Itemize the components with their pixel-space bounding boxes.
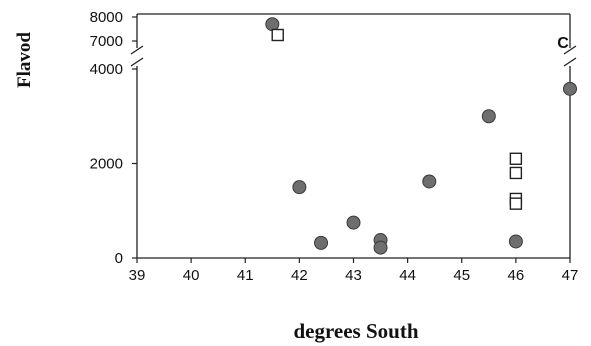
data-point-square [509, 197, 523, 210]
x-tick-label: 45 [453, 267, 470, 284]
data-point-circle [314, 235, 329, 250]
right-axis-break-mark [563, 45, 577, 55]
x-tick-label: 44 [399, 267, 416, 284]
axes [130, 13, 577, 259]
data-points [265, 17, 577, 255]
data-point-circle [563, 81, 577, 96]
x-tick-label: 46 [508, 267, 525, 284]
data-point-circle [292, 180, 307, 195]
data-point-circle [481, 109, 496, 124]
x-tick-label: 47 [562, 267, 579, 284]
x-tick-label: 39 [129, 267, 146, 284]
data-point-circle [346, 215, 361, 230]
y-tick-label: 2000 [90, 156, 123, 173]
y-tick-label: 8000 [90, 9, 123, 26]
x-tick-label: 41 [237, 267, 254, 284]
y-axis-break-mark [130, 57, 144, 67]
data-point-circle [265, 17, 280, 32]
data-point-square [271, 28, 284, 42]
data-point-square [509, 152, 523, 165]
y-tick-label: 7000 [90, 33, 123, 50]
y-axis-break-mark [130, 45, 144, 55]
data-point-square [509, 166, 523, 180]
y-axis-label: Flavod [14, 32, 35, 88]
x-tick-label: 42 [291, 267, 308, 284]
x-axis-label: degrees South [293, 319, 418, 343]
axis-ticks: 39 40 41 42 43 44 45 46 47 0 2000 4000 7000 8000 [90, 9, 579, 284]
panel-label: C [557, 35, 569, 52]
data-point-circle [422, 174, 437, 189]
x-tick-label: 43 [345, 267, 362, 284]
y-tick-label: 4000 [90, 61, 123, 78]
y-tick-label: 0 [115, 250, 123, 267]
data-point-circle [508, 234, 523, 249]
data-point-circle [373, 240, 388, 255]
x-tick-label: 40 [183, 267, 200, 284]
right-axis-break-mark [563, 57, 577, 67]
